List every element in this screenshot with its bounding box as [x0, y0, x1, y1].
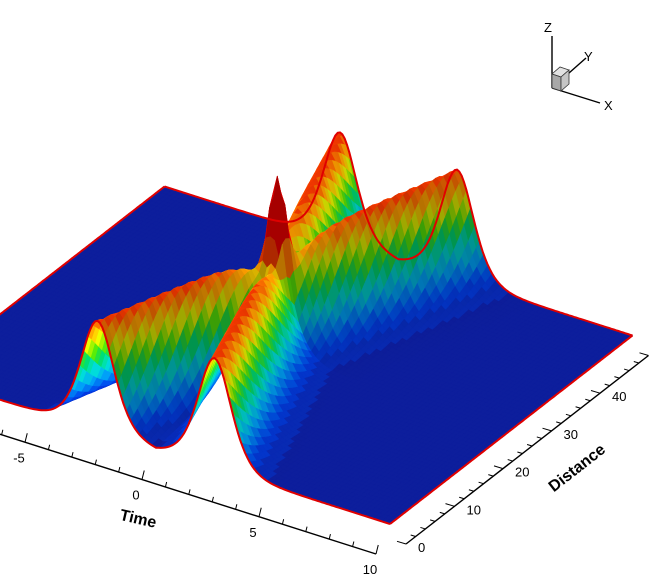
surface-mesh [0, 131, 634, 525]
